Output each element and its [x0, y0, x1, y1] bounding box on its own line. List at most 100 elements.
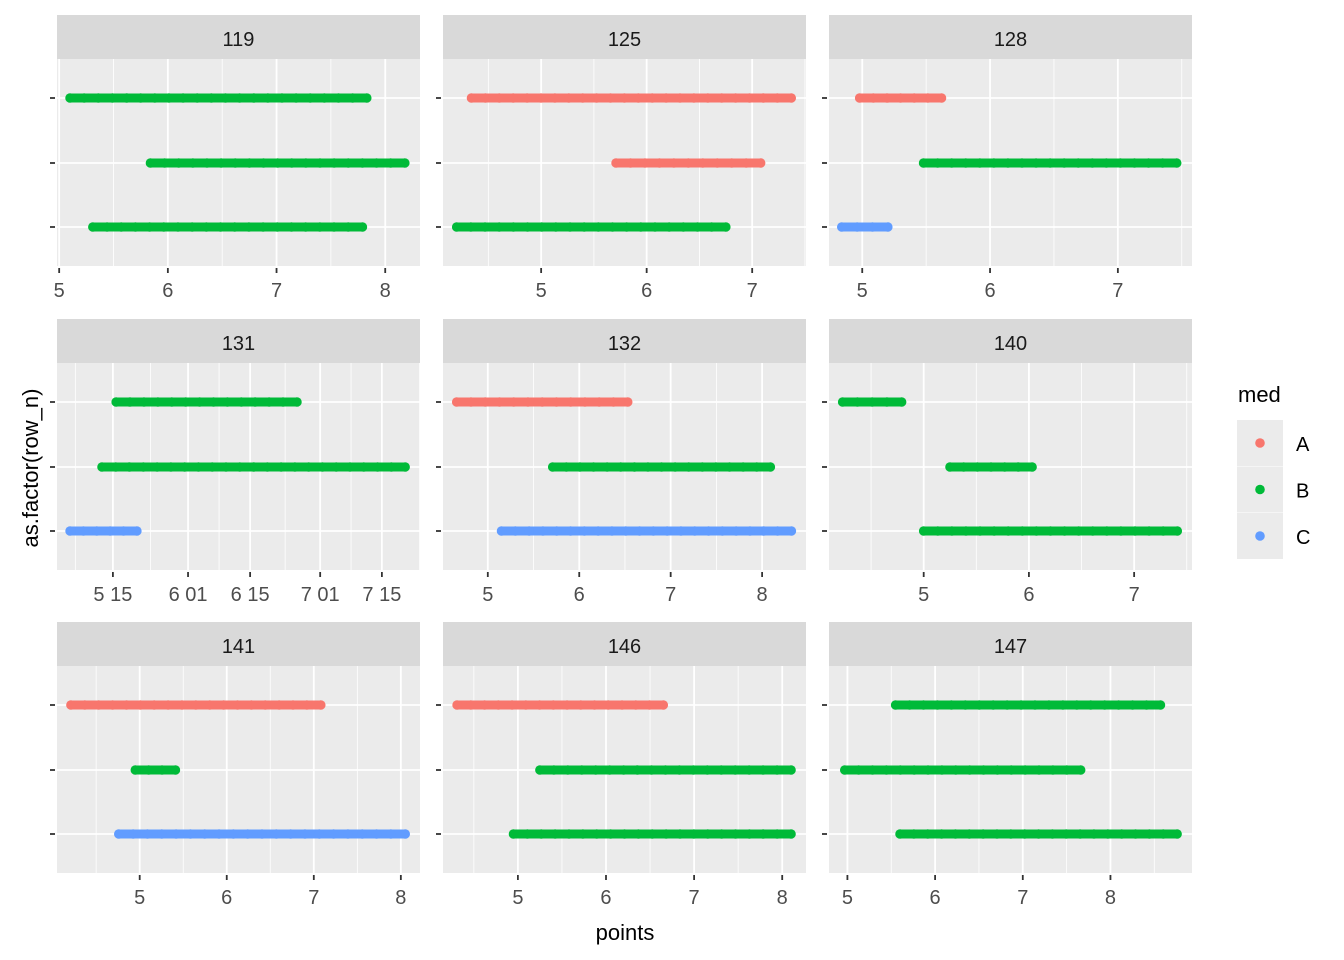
data-point [128, 829, 138, 839]
data-point [493, 700, 504, 710]
data-point [978, 829, 988, 839]
data-point [319, 93, 330, 103]
data-point [854, 93, 865, 103]
data-point [675, 829, 685, 839]
data-point [1031, 526, 1042, 536]
data-point [633, 829, 644, 839]
data-point [65, 526, 75, 536]
data-point [214, 829, 224, 839]
data-point [1075, 765, 1086, 775]
data-point [78, 526, 89, 536]
data-point [580, 397, 590, 407]
x-axis-title: points [596, 920, 655, 945]
data-point [683, 158, 694, 168]
data-point [588, 462, 599, 472]
data-point [300, 829, 310, 839]
data-point [1075, 829, 1085, 839]
data-point [836, 222, 847, 232]
data-point [548, 700, 559, 710]
data-point [507, 700, 517, 710]
segment-A [466, 93, 797, 103]
data-point [357, 222, 368, 232]
data-point [607, 222, 618, 232]
data-point [975, 158, 985, 168]
data-point [895, 93, 906, 103]
data-point [66, 700, 76, 710]
y-axis-title: as.factor(row_n) [18, 389, 43, 548]
facet-panel-119: 119 5 6 7 8 [50, 15, 420, 302]
data-point [159, 158, 170, 168]
data-point [258, 158, 269, 168]
segment-C [114, 829, 411, 839]
data-point [593, 222, 604, 232]
data-point [895, 765, 906, 775]
data-point [480, 397, 491, 407]
data-point [636, 222, 646, 232]
data-point [961, 526, 971, 536]
data-point [220, 93, 231, 103]
x-tick-label: 6 [600, 887, 611, 909]
data-point [896, 397, 907, 407]
segment-B [895, 829, 1182, 839]
data-point [1027, 462, 1037, 472]
data-point [730, 829, 741, 839]
data-point [551, 397, 562, 407]
data-point [989, 526, 999, 536]
data-point [451, 222, 462, 232]
data-point [170, 765, 181, 775]
data-point [786, 93, 797, 103]
data-point [276, 462, 286, 472]
data-point [706, 222, 717, 232]
data-point [909, 829, 919, 839]
data-point [633, 93, 644, 103]
data-point [258, 222, 268, 232]
data-point [689, 526, 700, 536]
data-point [228, 829, 239, 839]
data-point [1158, 526, 1168, 536]
data-point [702, 765, 713, 775]
data-point [288, 700, 298, 710]
x-tick-label: 6 [221, 887, 232, 909]
segment-A [452, 700, 669, 710]
data-point [257, 829, 267, 839]
segment-C [496, 526, 797, 536]
data-point [1089, 829, 1099, 839]
data-point [755, 158, 766, 168]
data-point [244, 222, 254, 232]
data-point [730, 765, 741, 775]
data-point [242, 829, 253, 839]
segment-B [890, 700, 1166, 710]
data-point [303, 462, 314, 472]
facet-strip-label: 119 [223, 29, 255, 51]
data-point [972, 462, 983, 472]
data-point [118, 526, 129, 536]
x-tick-label: 7 [308, 887, 319, 909]
data-point [173, 222, 183, 232]
data-point [745, 526, 755, 536]
x-tick-label: 6 15 [231, 584, 270, 606]
x-tick-label: 7 [689, 887, 700, 909]
data-point [194, 397, 205, 407]
facet-strip [829, 622, 1192, 666]
data-point [193, 462, 204, 472]
data-point [562, 700, 572, 710]
data-point [207, 462, 218, 472]
data-point [661, 829, 671, 839]
segment-A [451, 397, 633, 407]
data-point [1048, 765, 1058, 775]
x-tick-label: 7 [1017, 887, 1028, 909]
x-tick-label: 6 [984, 280, 995, 302]
data-point [192, 93, 203, 103]
data-point [1003, 526, 1014, 536]
data-point [605, 829, 616, 839]
data-point [1171, 158, 1182, 168]
data-point [262, 462, 273, 472]
data-point [895, 829, 905, 839]
data-point [178, 93, 188, 103]
data-point [758, 526, 769, 536]
data-point [936, 829, 947, 839]
data-point [658, 700, 669, 710]
data-point [125, 397, 135, 407]
data-point [1129, 158, 1140, 168]
data-point [689, 829, 699, 839]
